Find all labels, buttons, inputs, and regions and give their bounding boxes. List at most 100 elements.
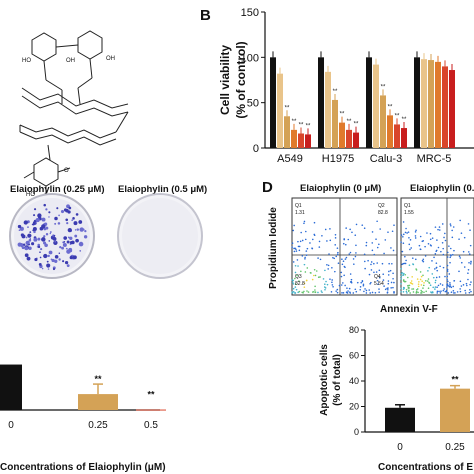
colony-dot bbox=[58, 258, 61, 261]
flow-event-dot bbox=[340, 271, 343, 274]
colony-dot bbox=[49, 231, 52, 233]
flow-event-dot bbox=[303, 290, 305, 293]
colony-dot bbox=[79, 250, 82, 252]
flow-event-dot bbox=[404, 231, 407, 234]
flow-event-dot bbox=[333, 257, 336, 260]
flow-event-dot bbox=[427, 278, 430, 280]
flow-event-dot bbox=[431, 237, 434, 239]
flow-event-dot bbox=[320, 290, 323, 292]
colony-dot bbox=[67, 236, 70, 239]
flow-event-dot bbox=[343, 274, 345, 277]
flow-event-dot bbox=[444, 232, 446, 235]
flow-event-dot bbox=[431, 260, 433, 262]
flow-event-dot bbox=[393, 224, 395, 227]
flow-event-dot bbox=[387, 280, 390, 282]
flow-event-dot bbox=[341, 263, 344, 266]
flow-event-dot bbox=[415, 229, 417, 232]
flow-event-dot bbox=[446, 268, 449, 271]
colony-dot bbox=[84, 230, 87, 233]
flow-event-dot bbox=[387, 282, 390, 285]
colony-dot bbox=[67, 228, 72, 233]
flow-event-dot bbox=[369, 282, 371, 285]
flow-event-dot bbox=[298, 290, 301, 293]
colony-dot bbox=[28, 239, 32, 242]
viability-significance: ** bbox=[299, 122, 304, 128]
flow-event-dot bbox=[427, 287, 430, 289]
flow-event-dot bbox=[352, 258, 355, 260]
colony-dot bbox=[62, 260, 65, 263]
flow-event-dot bbox=[449, 256, 452, 259]
flow-event-dot bbox=[306, 247, 309, 250]
flow-event-dot bbox=[307, 291, 310, 293]
viability-significance: ** bbox=[395, 113, 400, 119]
panel-label-d: D bbox=[262, 179, 273, 196]
flow-event-dot bbox=[324, 269, 326, 272]
apoptosis-y-label-2: (% of total) bbox=[332, 354, 343, 406]
flow-event-dot bbox=[429, 244, 432, 246]
colony-dot bbox=[34, 257, 38, 262]
apoptosis-chart: 0 20 40 60 80 0 ** 0.25 Apoptotic cells (% of … bbox=[319, 325, 474, 473]
colony-dot bbox=[78, 241, 84, 247]
flow-event-dot bbox=[408, 236, 410, 239]
flow-event-dot bbox=[321, 235, 323, 237]
flow-event-dot bbox=[370, 269, 373, 271]
flow-event-dot bbox=[348, 253, 351, 255]
colony-dot bbox=[63, 236, 68, 240]
colony-dot bbox=[38, 262, 42, 266]
flow-event-dot bbox=[429, 284, 432, 287]
flow-event-dot bbox=[469, 262, 472, 265]
colony-dot bbox=[51, 258, 54, 261]
molecule-label-oh-2: OH bbox=[106, 56, 115, 62]
colony-bar bbox=[78, 394, 118, 410]
colony-dot bbox=[31, 242, 35, 246]
flow-event-dot bbox=[379, 228, 381, 230]
flow-event-dot bbox=[306, 290, 308, 292]
flow-event-dot bbox=[355, 290, 358, 293]
colony-dot bbox=[43, 203, 46, 207]
viability-category-label: MRC-5 bbox=[417, 153, 452, 165]
flow-event-dot bbox=[314, 285, 316, 288]
viability-bar bbox=[346, 129, 352, 148]
flow-event-dot bbox=[337, 251, 339, 254]
flow-event-dot bbox=[434, 279, 437, 282]
flow-event-dot bbox=[464, 292, 467, 294]
colony-category-label: 0 bbox=[8, 420, 14, 431]
colony-bar bbox=[0, 364, 22, 410]
colony-dot bbox=[59, 246, 62, 249]
colony-dot bbox=[37, 237, 41, 241]
flow-event-dot bbox=[443, 236, 445, 239]
colony-dot bbox=[45, 233, 49, 236]
viability-bar bbox=[270, 57, 276, 149]
viability-bar bbox=[442, 66, 448, 148]
flow-event-dot bbox=[365, 289, 368, 292]
flow-event-dot bbox=[340, 275, 343, 278]
flow-event-dot bbox=[400, 267, 403, 270]
flow-event-dot bbox=[343, 238, 346, 240]
flow-event-dot bbox=[462, 284, 465, 286]
viability-bar bbox=[401, 128, 407, 148]
flow-event-dot bbox=[400, 234, 403, 236]
colony-dot bbox=[32, 227, 37, 232]
flow-event-dot bbox=[422, 260, 425, 263]
apoptosis-significance: ** bbox=[451, 375, 459, 385]
flow-event-dot bbox=[402, 288, 405, 290]
flow-event-dot bbox=[440, 250, 442, 253]
colony-dot bbox=[53, 234, 56, 237]
flow-event-dot bbox=[347, 290, 349, 292]
flow-event-dot bbox=[447, 292, 450, 294]
flow-event-dot bbox=[448, 245, 450, 247]
flow-event-dot bbox=[344, 243, 347, 246]
flow-event-dot bbox=[415, 291, 418, 294]
flow1-q2-val: 82.8 bbox=[378, 210, 388, 216]
colony-dot bbox=[69, 241, 73, 244]
colony-significance: ** bbox=[94, 374, 102, 384]
colony-dot bbox=[28, 246, 32, 251]
flow-event-dot bbox=[293, 250, 296, 253]
flow-event-dot bbox=[432, 286, 434, 289]
flow-event-dot bbox=[463, 236, 466, 239]
viability-significance: ** bbox=[402, 117, 407, 123]
flow1-q2: Q2 bbox=[378, 203, 385, 209]
molecule-structure bbox=[19, 30, 129, 198]
flow-event-dot bbox=[378, 243, 380, 246]
